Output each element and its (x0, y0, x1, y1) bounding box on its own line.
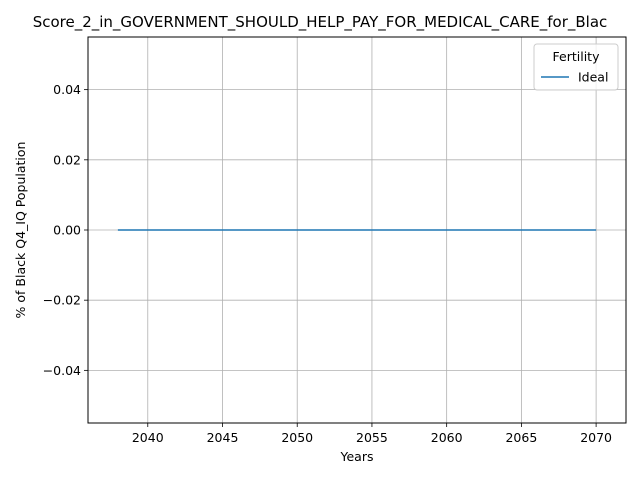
legend-label: Ideal (578, 70, 608, 85)
y-tick-label: 0.02 (53, 152, 81, 167)
x-tick-label: 2055 (356, 430, 388, 445)
x-axis: 2040 2045 2050 2055 2060 2065 2070 (132, 423, 612, 445)
legend-box (533, 43, 619, 91)
y-axis: −0.04 −0.02 0.00 0.02 0.04 (43, 82, 88, 378)
y-tick-label: −0.04 (43, 363, 81, 378)
legend-title: Fertility (553, 49, 601, 64)
y-tick-label: 0.04 (53, 82, 81, 97)
x-tick-label: 2050 (281, 430, 313, 445)
x-tick-label: 2065 (505, 430, 537, 445)
x-tick-label: 2040 (132, 430, 164, 445)
legend: Fertility Ideal (533, 43, 619, 91)
y-axis-label: % of Black Q4_IQ Population (13, 142, 28, 319)
chart-title: Score_2_in_GOVERNMENT_SHOULD_HELP_PAY_FO… (33, 13, 608, 32)
x-tick-label: 2070 (580, 430, 612, 445)
y-tick-label: 0.00 (53, 223, 81, 238)
x-tick-label: 2045 (207, 430, 239, 445)
x-tick-label: 2060 (431, 430, 463, 445)
x-axis-label: Years (340, 449, 374, 464)
legend-items: Ideal (541, 70, 608, 85)
y-tick-label: −0.02 (43, 293, 81, 308)
